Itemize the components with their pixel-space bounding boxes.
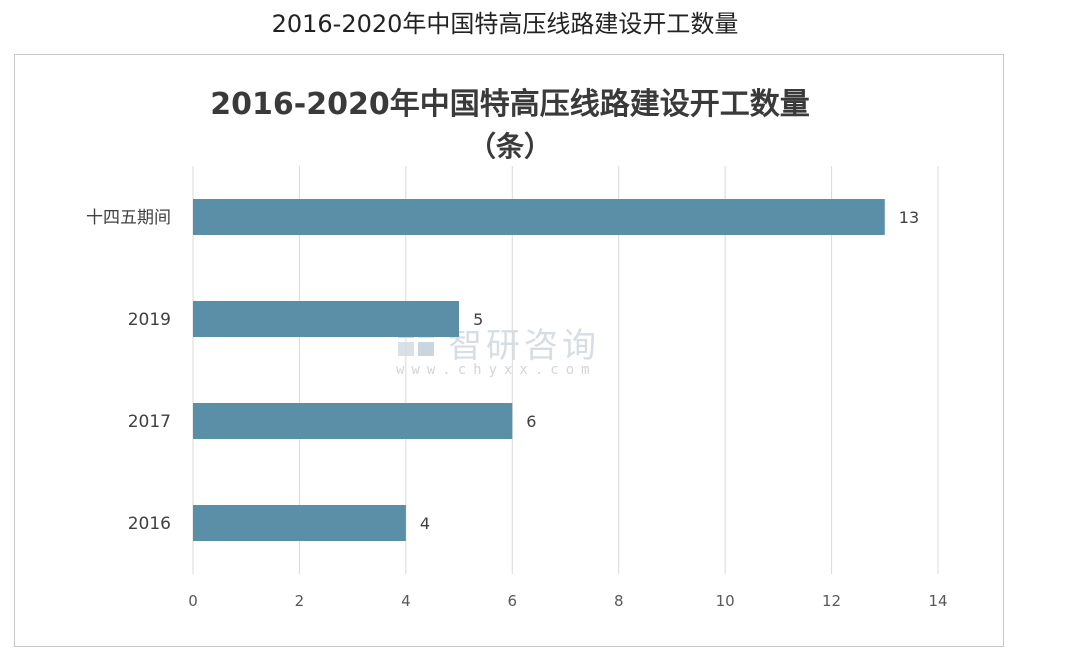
watermark-text: 智研咨询 [448,326,600,366]
bar [193,403,513,439]
x-tick-label: 4 [401,592,411,610]
y-category-label: 十四五期间 [86,208,171,228]
bar-value-label: 13 [899,208,919,227]
chart-subtitle: （条） [468,130,552,163]
bar-value-label: 4 [420,514,430,533]
y-category-label: 2017 [128,412,171,432]
x-tick-label: 12 [822,592,841,610]
x-tick-label: 0 [188,592,198,610]
x-tick-label: 10 [716,592,735,610]
bar [193,301,460,337]
page-caption: 2016-2020年中国特高压线路建设开工数量 [271,10,739,38]
chart-title: 2016-2020年中国特高压线路建设开工数量 [210,87,809,122]
watermark-url: www.chyxx.com [396,362,597,378]
chart-frame [14,54,1004,647]
bar-value-label: 6 [526,412,536,431]
x-tick-label: 2 [295,592,305,610]
y-category-label: 2019 [128,310,171,330]
y-category-label: 2016 [128,514,171,534]
bar [193,199,885,235]
bar-value-label: 5 [473,310,483,329]
x-tick-label: 6 [508,592,518,610]
bar [193,505,406,541]
x-tick-label: 8 [614,592,624,610]
x-tick-label: 14 [928,592,947,610]
